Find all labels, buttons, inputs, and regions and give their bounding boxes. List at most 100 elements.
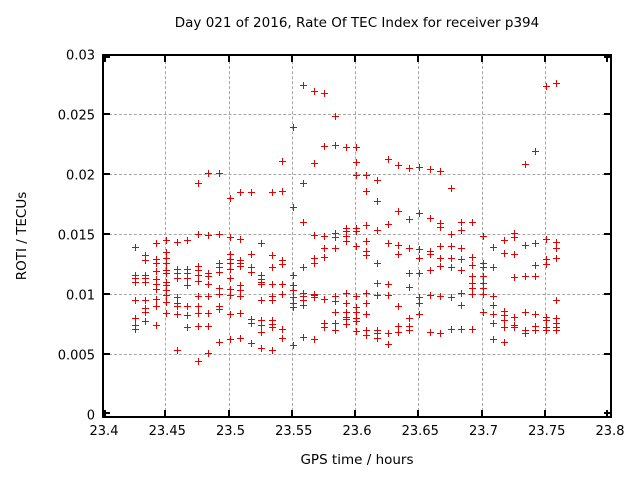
data-point-marker [226,286,234,293]
data-point-marker [426,247,434,255]
x-tick-label: 23.8 [595,424,625,439]
data-point-marker [374,330,382,338]
data-point-marker [142,257,150,265]
data-point-marker [447,230,455,238]
y-tick-mark [104,293,110,295]
data-point-marker [374,292,382,299]
data-point-marker [353,144,360,152]
data-point-marker [268,296,276,304]
y-tick-label: 0.015 [57,228,95,244]
data-point-marker [469,290,476,298]
y-tick-label: 0.03 [66,48,95,64]
data-point-marker [469,272,476,280]
data-point-marker [521,241,529,249]
data-point-marker [194,277,202,285]
data-point-marker [142,252,150,260]
data-point-marker [384,330,392,338]
data-point-marker [321,319,329,327]
data-point-marker [458,227,466,235]
y-tick-mark [104,353,110,355]
data-point-marker [405,164,413,172]
data-point-marker [173,270,181,278]
x-tick-label: 23.75 [528,424,566,439]
data-point-marker [205,169,213,177]
data-point-marker [321,233,329,241]
x-tick-mark [543,410,546,416]
x-tick-mark [104,56,106,62]
data-point-marker [447,294,455,302]
data-point-marker [194,310,202,317]
data-point-marker [405,245,413,253]
data-point-marker [289,204,297,212]
data-point-marker [142,308,150,316]
data-point-marker [289,342,297,350]
data-point-marker [205,281,213,289]
data-point-marker [300,218,308,226]
data-point-marker [226,292,234,299]
data-point-marker [289,282,297,290]
data-point-marker [279,260,287,268]
data-point-marker [310,336,318,344]
data-point-marker [437,293,445,301]
data-point-marker [353,228,360,236]
data-point-marker [279,257,287,265]
data-point-marker [437,223,445,231]
data-point-marker [247,188,255,196]
y-tick-mark [104,233,110,235]
data-point-marker [268,347,276,355]
data-point-marker [553,296,561,304]
y-tick-mark [104,412,110,414]
data-point-marker [458,325,466,333]
y-tick-label: 0.01 [66,288,95,304]
data-point-marker [500,338,508,346]
data-point-marker [353,328,360,335]
data-point-marker [416,311,424,319]
data-point-marker [216,230,223,238]
y-tick-mark [104,56,110,58]
data-point-marker [236,282,244,290]
x-gridline [481,56,483,416]
x-gridline [291,56,293,416]
data-point-marker [353,318,360,326]
data-point-marker [342,316,350,323]
data-point-marker [331,308,339,316]
y-tick-label: 0.02 [66,168,95,184]
data-point-marker [384,292,392,299]
data-point-marker [511,251,519,259]
data-point-marker [384,240,392,248]
data-point-marker [437,168,445,176]
data-point-marker [163,282,171,290]
data-point-marker [489,293,497,301]
data-point-marker [310,88,318,95]
data-point-marker [469,325,476,333]
data-point-marker [331,142,339,149]
data-point-marker [300,82,308,89]
data-point-marker [363,326,371,334]
data-point-marker [542,235,550,243]
data-point-marker [363,300,371,308]
x-tick-label: 23.6 [342,424,372,439]
data-point-marker [194,302,202,310]
data-point-marker [258,281,266,289]
data-point-marker [226,275,234,283]
data-point-marker [131,244,139,251]
data-point-marker [553,245,561,253]
data-point-marker [321,324,329,332]
data-point-marker [342,300,350,308]
data-point-marker [416,270,424,278]
data-point-marker [416,163,424,171]
data-point-marker [268,324,276,332]
data-point-marker [205,232,213,239]
data-point-marker [479,233,487,241]
data-point-marker [458,266,466,274]
data-point-marker [521,326,529,334]
data-point-marker [342,308,350,316]
x-tick-mark [543,56,546,62]
data-point-marker [321,245,329,253]
data-point-marker [437,263,445,271]
data-point-marker [289,294,297,302]
data-point-marker [342,144,350,152]
x-tick-label: 23.45 [148,424,186,439]
y-tick-mark [604,113,610,115]
data-point-marker [321,90,329,98]
